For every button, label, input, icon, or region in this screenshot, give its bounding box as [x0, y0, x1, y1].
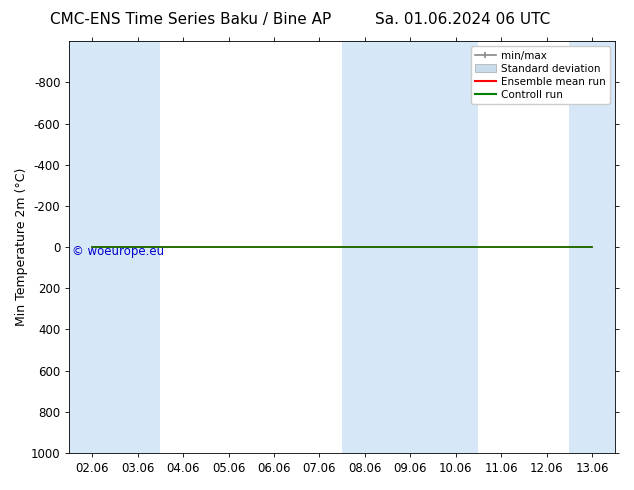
Bar — [433, 41, 479, 453]
Legend: min/max, Standard deviation, Ensemble mean run, Controll run: min/max, Standard deviation, Ensemble me… — [470, 47, 610, 104]
Bar — [70, 41, 115, 453]
Text: © woeurope.eu: © woeurope.eu — [72, 245, 164, 258]
Text: Sa. 01.06.2024 06 UTC: Sa. 01.06.2024 06 UTC — [375, 12, 550, 27]
Bar — [115, 41, 160, 453]
Bar — [387, 41, 433, 453]
Bar — [342, 41, 387, 453]
Y-axis label: Min Temperature 2m (°C): Min Temperature 2m (°C) — [15, 168, 28, 326]
Text: CMC-ENS Time Series Baku / Bine AP: CMC-ENS Time Series Baku / Bine AP — [49, 12, 331, 27]
Bar — [569, 41, 615, 453]
